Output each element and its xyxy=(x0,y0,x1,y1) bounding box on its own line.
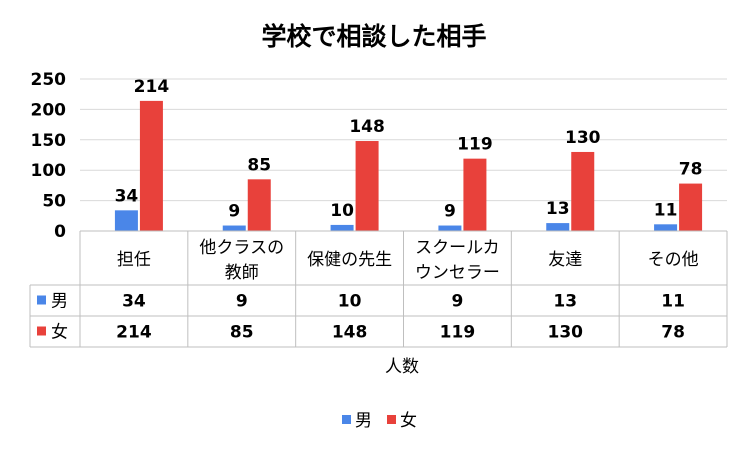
table-cell: 11 xyxy=(661,292,685,312)
bar-male xyxy=(114,210,138,231)
y-axis-ticks: 0 50 100 150 200 250 xyxy=(31,70,67,242)
legend-swatch xyxy=(342,415,351,424)
bar-female xyxy=(679,183,703,231)
data-labels: 34 9 10 9 13 11 214 85 148 119 130 78 xyxy=(115,77,703,222)
category-label: その他 xyxy=(648,250,699,270)
bar-male xyxy=(222,225,246,231)
bar-female xyxy=(463,158,487,231)
data-label: 78 xyxy=(679,160,703,180)
category-label: 担任 xyxy=(117,250,151,270)
y-tick-label: 50 xyxy=(42,192,66,212)
bar-male xyxy=(438,225,462,231)
y-tick-label: 200 xyxy=(31,100,67,120)
y-tick-label: 150 xyxy=(31,131,67,151)
series-name: 男 xyxy=(51,292,68,312)
data-label: 85 xyxy=(247,155,271,175)
table-cell: 9 xyxy=(236,292,248,312)
table-cell: 148 xyxy=(332,323,368,343)
data-label: 10 xyxy=(330,201,354,221)
table-cell: 78 xyxy=(661,323,685,343)
data-label: 34 xyxy=(115,186,139,206)
bar-male xyxy=(546,223,570,231)
table-cell: 85 xyxy=(230,323,254,343)
y-tick-label: 0 xyxy=(54,222,66,242)
table-cell: 130 xyxy=(548,323,584,343)
data-label: 9 xyxy=(444,202,456,222)
bar-male xyxy=(330,224,354,231)
x-axis-label: 人数 xyxy=(385,357,419,377)
data-label: 119 xyxy=(457,135,493,155)
data-label: 148 xyxy=(349,117,385,137)
category-label: 他クラスの xyxy=(199,238,284,258)
bars xyxy=(114,100,703,231)
table-cell: 34 xyxy=(122,292,146,312)
category-label: ウンセラー xyxy=(415,263,500,283)
legend: 男女 xyxy=(342,411,417,431)
bar-female xyxy=(355,141,379,231)
table-cell: 10 xyxy=(338,292,362,312)
y-tick-label: 250 xyxy=(31,70,67,90)
category-label: 保健の先生 xyxy=(307,250,392,270)
table-cell: 214 xyxy=(116,323,152,343)
category-label: 友達 xyxy=(548,250,582,270)
data-label: 13 xyxy=(546,199,570,219)
table-cell: 9 xyxy=(451,292,463,312)
bar-female xyxy=(139,100,163,231)
data-label: 11 xyxy=(654,200,678,220)
bar-male xyxy=(654,224,678,231)
gridlines xyxy=(80,78,727,202)
series-key xyxy=(37,295,46,305)
data-label: 130 xyxy=(565,128,601,148)
y-tick-label: 100 xyxy=(31,161,67,181)
legend-swatch xyxy=(387,415,396,424)
series-key xyxy=(37,326,46,336)
table-cell: 119 xyxy=(440,323,476,343)
category-label: スクールカ xyxy=(415,238,500,258)
legend-label: 女 xyxy=(400,411,417,431)
table-cell: 13 xyxy=(553,292,577,312)
legend-label: 男 xyxy=(355,411,372,431)
data-label: 9 xyxy=(228,202,240,222)
series-name: 女 xyxy=(51,323,68,343)
bar-female xyxy=(571,151,595,231)
chart-title: 学校で相談した相手 xyxy=(261,22,486,51)
data-label: 214 xyxy=(134,77,170,97)
category-label: 教師 xyxy=(225,263,259,283)
bar-female xyxy=(247,179,271,231)
